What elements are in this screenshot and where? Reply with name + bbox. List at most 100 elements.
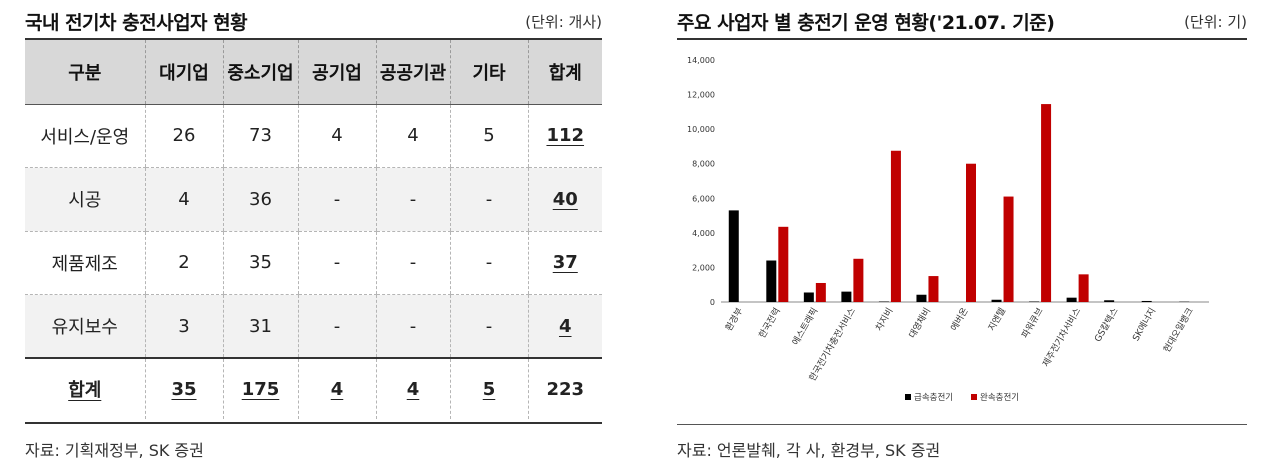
header-cell: 공공기관 (375, 40, 450, 104)
x-category-label: 대영채비 (907, 306, 933, 340)
header-cell: 구분 (25, 40, 145, 104)
x-category-label: 파워큐브 (1020, 306, 1046, 340)
x-category-label: 지엔텔 (985, 306, 1008, 334)
header-cell: 기타 (449, 40, 528, 104)
x-category-label: 현대오일뱅크 (1161, 306, 1195, 355)
row-total-cell: 37 (527, 231, 602, 295)
header-cell: 합계 (527, 40, 602, 104)
chart-top-rule (677, 38, 1247, 40)
table-cell: - (449, 167, 528, 232)
x-category-label: 한국전력 (756, 306, 783, 341)
y-tick-label: 14,000 (687, 56, 715, 65)
legend-swatch-fast (905, 394, 911, 400)
table-total-row: 합계 35 175 4 4 5 223 (25, 357, 602, 419)
table-header-row: 구분 대기업 중소기업 공기업 공공기관 기타 합계 (25, 40, 602, 104)
table-cell: - (449, 294, 528, 359)
table-unit: (단위: 개사) (525, 13, 602, 31)
grand-total-cell: 223 (527, 357, 602, 419)
y-tick-label: 2,000 (692, 263, 715, 272)
table-cell: - (297, 231, 376, 295)
table-row: 유지보수 3 31 - - - 4 (25, 294, 602, 359)
x-category-label: 에스트래픽 (790, 306, 820, 347)
legend-label-fast: 급속충전기 (914, 392, 953, 403)
table-cell: 26 (144, 104, 223, 168)
table-cell: 73 (222, 104, 298, 168)
fast-charger-bar (1029, 301, 1040, 302)
fast-charger-bar (1141, 300, 1152, 302)
slow-charger-bar (890, 150, 901, 302)
row-label: 시공 (25, 167, 145, 232)
table-cell: 31 (222, 294, 298, 359)
fast-charger-bar (991, 299, 1002, 302)
header-cell: 공기업 (297, 40, 376, 104)
charger-bar-chart: 0 2,000 4,000 6,000 8,000 10,000 12,000 14,000 환… (687, 56, 1209, 403)
legend-label-slow: 완속충전기 (980, 392, 1019, 403)
total-cell: 4 (375, 357, 450, 419)
y-tick-label: 4,000 (692, 229, 715, 238)
operators-table: 구분 대기업 중소기업 공기업 공공기관 기타 합계 서비스/운영 26 73 … (25, 40, 602, 419)
table-cell: - (375, 294, 450, 359)
fast-charger-bar (916, 294, 927, 302)
total-label: 합계 (25, 357, 145, 419)
table-top-rule (25, 38, 602, 40)
slow-charger-bar (778, 226, 789, 302)
slow-charger-bar (1041, 104, 1052, 302)
x-category-label: GS칼텍스 (1092, 306, 1120, 344)
table-cell: 3 (144, 294, 223, 359)
fast-charger-bar (803, 292, 814, 302)
slow-charger-bar (1003, 196, 1014, 302)
table-source: 자료: 기획재정부, SK 증권 (25, 441, 204, 460)
slow-charger-bar (966, 163, 976, 302)
row-label: 제품제조 (25, 231, 145, 295)
fast-charger-bar (841, 291, 852, 302)
total-cell: 5 (449, 357, 528, 419)
total-cell: 35 (144, 357, 223, 419)
fast-charger-bar (1066, 297, 1077, 302)
legend-swatch-slow (971, 394, 977, 400)
chart-unit: (단위: 기) (1184, 13, 1247, 31)
header-cell: 대기업 (144, 40, 223, 104)
y-tick-label: 10,000 (687, 125, 715, 134)
x-category-label: 차지비 (873, 306, 896, 334)
slow-charger-bar (853, 258, 864, 302)
row-label: 유지보수 (25, 294, 145, 359)
table-cell: - (375, 231, 450, 295)
table-cell: 4 (297, 104, 376, 168)
table-cell: 5 (449, 104, 528, 168)
row-total-cell: 40 (527, 167, 602, 232)
table-title: 국내 전기차 충전사업자 현황 (25, 12, 248, 34)
slow-charger-bar (815, 282, 826, 302)
table-cell: - (297, 294, 376, 359)
table-cell: - (449, 231, 528, 295)
table-cell: 36 (222, 167, 298, 232)
y-tick-label: 12,000 (687, 91, 715, 100)
table-cell: 35 (222, 231, 298, 295)
row-total-cell: 4 (527, 294, 602, 359)
fast-charger-bar (728, 210, 739, 302)
table-bottom-rule (25, 422, 602, 424)
x-category-label: 환경부 (723, 306, 746, 334)
row-total-cell: 112 (527, 104, 602, 168)
x-category-label: 에버온 (949, 306, 971, 333)
chart-bottom-rule (677, 424, 1247, 425)
fast-charger-bar (1104, 300, 1115, 302)
header-cell: 중소기업 (222, 40, 298, 104)
table-cell: 2 (144, 231, 223, 295)
y-tick-label: 8,000 (692, 160, 715, 169)
total-cell: 175 (222, 357, 298, 419)
table-row: 시공 4 36 - - - 40 (25, 167, 602, 232)
table-row: 제품제조 2 35 - - - 37 (25, 231, 602, 295)
fast-charger-bar (878, 301, 889, 302)
table-cell: - (375, 167, 450, 232)
chart-title: 주요 사업자 별 충전기 운영 현황('21.07. 기준) (677, 12, 1055, 34)
slow-charger-bar (928, 276, 939, 302)
y-tick-label: 6,000 (692, 194, 715, 203)
slow-charger-bar (1078, 274, 1089, 302)
table-cell: 4 (375, 104, 450, 168)
y-tick-label: 0 (710, 298, 715, 307)
row-label: 서비스/운영 (25, 104, 145, 168)
total-cell: 4 (297, 357, 376, 419)
table-cell: - (297, 167, 376, 232)
x-category-label: SK에너지 (1131, 306, 1159, 343)
fast-charger-bar (766, 260, 777, 302)
